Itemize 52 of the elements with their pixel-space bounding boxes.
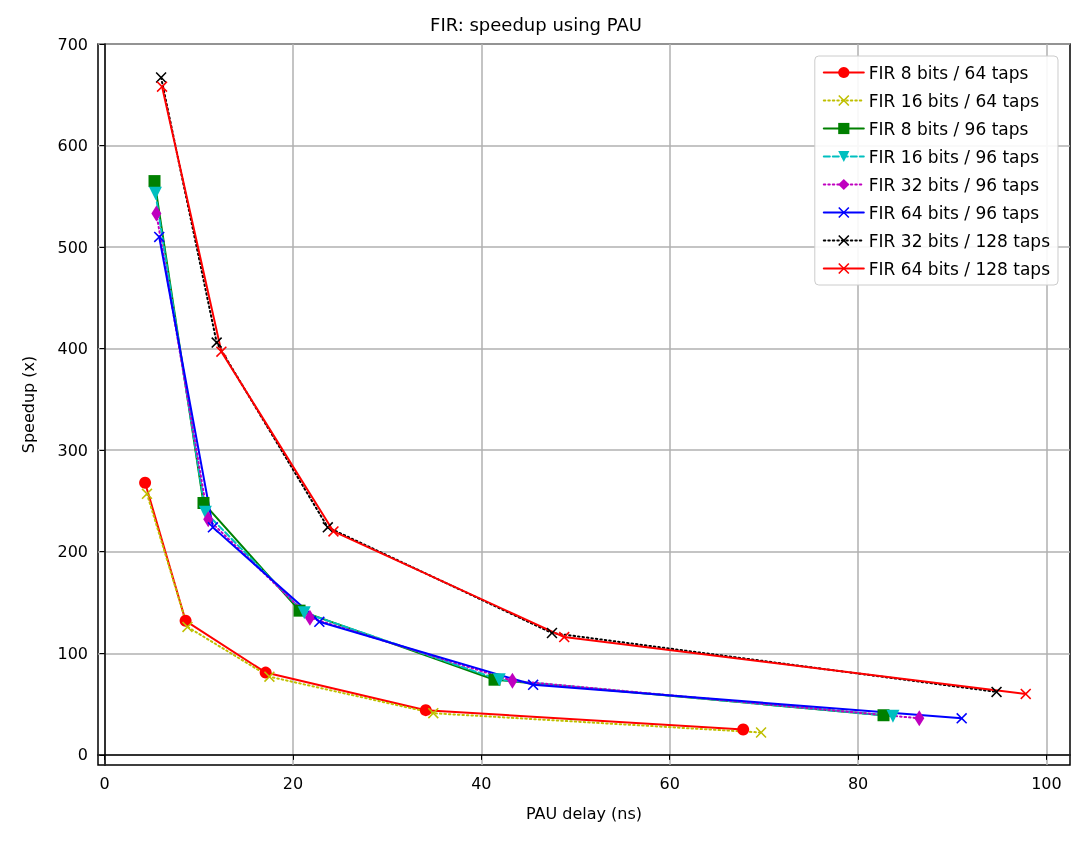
point [991,686,1003,698]
y-tick-label: 300 [57,440,88,460]
point [419,704,432,717]
legend-label: FIR 64 bits / 128 taps [868,258,1051,279]
y-tick-label: 700 [57,34,88,54]
x-tick-label: 60 [659,773,680,793]
legend-label: FIR 8 bits / 96 taps [868,118,1029,139]
point [297,606,311,620]
y-tick-label: 100 [57,643,88,663]
legend-label: FIR 8 bits / 64 taps [868,62,1029,83]
point [558,631,570,643]
point [215,346,227,358]
x-tick-label: 40 [471,773,492,793]
point [263,671,275,683]
y-tick-label: 0 [77,745,88,765]
point [313,616,325,628]
legend-label: FIR 16 bits / 64 taps [868,90,1040,111]
x-tick-label: 0 [99,773,110,793]
point [877,709,890,722]
point [427,707,439,719]
point [156,81,168,93]
point [141,488,153,500]
point [148,186,162,200]
chart-title: FIR: speedup using PAU [430,13,642,35]
point [211,337,223,349]
point [527,679,539,691]
legend-label: FIR 32 bits / 128 taps [868,230,1051,251]
point [327,525,339,537]
point [755,727,767,738]
y-axis-title: Speedup (x) [18,355,38,454]
point [148,175,161,188]
point [139,476,152,489]
point [956,712,968,724]
legend-label: FIR 16 bits / 96 taps [868,146,1040,167]
point [153,231,165,243]
point [737,723,750,736]
legend-label: FIR 64 bits / 96 taps [868,202,1040,223]
y-tick-label: 400 [57,339,88,359]
x-tick-label: 20 [282,773,304,793]
x-tick-label: 100 [1031,773,1062,793]
point [546,627,558,639]
legend-label: FIR 32 bits / 96 taps [868,174,1040,195]
y-tick-label: 200 [57,542,88,562]
point [886,709,900,723]
x-axis-title: PAU delay (ns) [525,803,643,823]
point [207,521,219,533]
y-tick-label: 600 [57,136,88,156]
y-tick-label: 500 [57,237,88,257]
point [492,673,506,687]
point [1020,688,1032,700]
x-tick-label: 80 [847,773,869,793]
point [181,621,193,633]
